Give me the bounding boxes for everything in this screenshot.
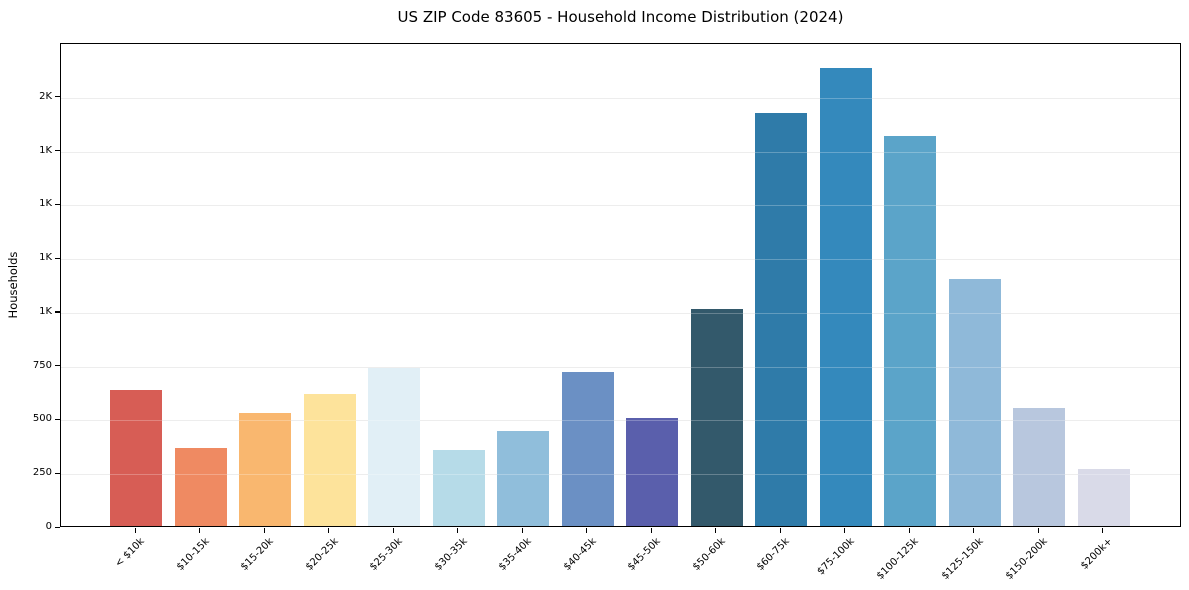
y-axis-label: Households [6, 251, 20, 319]
x-axis-tick [328, 528, 330, 533]
x-tick-label: $25-30k [367, 536, 405, 573]
x-axis-tick [844, 528, 846, 533]
x-axis-tick [650, 528, 652, 533]
x-tick-label: $200k+ [1078, 536, 1115, 572]
y-tick-label: 2K [39, 90, 52, 102]
y-tick-label: 750 [32, 359, 52, 371]
x-axis-tick [134, 528, 136, 533]
bar-200k [1077, 469, 1130, 526]
gridline [61, 366, 1180, 368]
gridline-overlay [61, 97, 1180, 99]
gridline [61, 205, 1180, 207]
chart-title: US ZIP Code 83605 - Household Income Dis… [397, 8, 844, 26]
y-tick-label: 500 [32, 413, 52, 425]
x-axis-tick [1102, 528, 1104, 533]
y-tick-label: 1K [39, 144, 52, 156]
y-tick-label: 1K [39, 305, 52, 317]
gridline-overlay [61, 474, 1180, 476]
x-tick-label: $35-40k [496, 536, 534, 573]
bar-100-125k [884, 135, 936, 526]
bar-75-100k [819, 67, 872, 526]
bar-150-200k [1013, 407, 1065, 526]
x-tick-label: $75-100k [814, 536, 857, 578]
y-axis-tick [55, 418, 60, 421]
gridline [61, 97, 1180, 99]
x-tick-label: $125-150k [939, 536, 986, 582]
y-tick-label: 0 [45, 521, 52, 532]
y-axis-tick [55, 96, 60, 98]
y-tick-label: 1K [39, 198, 52, 210]
x-axis-tick [392, 528, 394, 533]
x-tick-label: < $10k [113, 536, 147, 570]
gridline-overlay [61, 420, 1180, 422]
y-axis-tick [55, 311, 60, 313]
x-axis-tick [457, 528, 459, 533]
x-axis-tick [199, 528, 201, 533]
x-axis-tick [1037, 528, 1039, 533]
x-axis-tick [973, 528, 975, 533]
x-tick-label: $15-20k [238, 536, 276, 573]
x-tick-label: $30-35k [432, 536, 470, 573]
gridline-overlay [61, 151, 1180, 153]
y-tick-label: 250 [32, 467, 52, 479]
y-axis-tick [55, 365, 60, 367]
gridline-overlay [61, 366, 1180, 368]
bar-15-20k [239, 413, 291, 526]
x-axis-tick [908, 528, 910, 533]
x-axis-tick [779, 528, 781, 533]
x-tick-label: $150-200k [1003, 536, 1050, 582]
gridline [61, 259, 1180, 261]
y-tick-label: 1K [39, 252, 52, 264]
x-axis-tick [263, 528, 265, 533]
y-axis-tick [55, 150, 60, 152]
x-tick-label: $50-60k [690, 536, 728, 573]
x-tick-label: $40-45k [561, 536, 599, 573]
gridline-overlay [61, 312, 1180, 314]
plot-area [60, 43, 1181, 527]
y-axis-tick [55, 472, 60, 474]
x-axis-tick [586, 528, 588, 533]
bar-10-15k [174, 447, 227, 526]
gridline [61, 420, 1180, 422]
x-tick-label: $20-25k [303, 536, 341, 573]
bar-45-50k [626, 418, 678, 526]
bar-35-40k [497, 431, 549, 526]
y-axis-tick [55, 257, 60, 259]
y-axis-tick [55, 526, 60, 528]
bar-25-30k [368, 367, 420, 526]
x-tick-label: $60-75k [754, 536, 792, 573]
x-tick-label: $10-15k [174, 536, 212, 573]
gridline [61, 151, 1180, 153]
bar-60-75k [755, 113, 807, 526]
gridline [61, 474, 1180, 476]
x-tick-label: $100-125k [874, 536, 921, 582]
x-axis-tick [521, 528, 523, 533]
bar-20-25k [303, 393, 356, 526]
x-axis-tick [715, 528, 717, 533]
bar-10k [110, 390, 162, 526]
gridline [61, 312, 1180, 314]
bar-50-60k [690, 308, 743, 526]
gridline-overlay [61, 205, 1180, 207]
bar-125-150k [948, 278, 1001, 526]
gridline-overlay [61, 259, 1180, 261]
bar-40-45k [561, 372, 614, 526]
y-axis-tick [55, 203, 60, 206]
x-tick-label: $45-50k [625, 536, 663, 573]
bar-30-35k [432, 449, 485, 526]
